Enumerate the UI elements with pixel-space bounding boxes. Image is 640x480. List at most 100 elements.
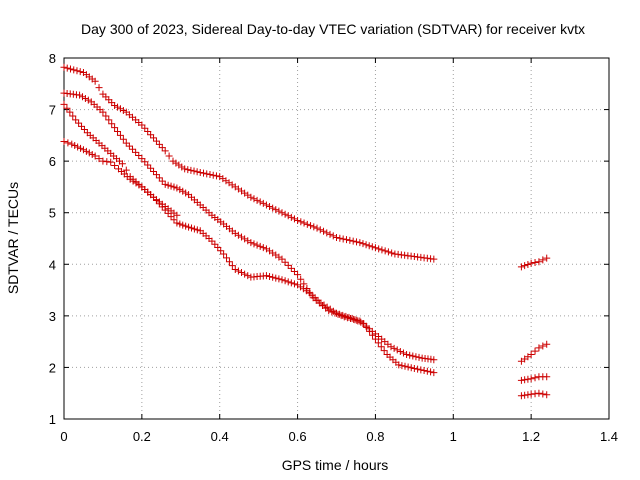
data-point — [531, 347, 539, 355]
x-tick-label: 0 — [60, 429, 67, 444]
data-point — [111, 124, 119, 132]
data-point — [535, 258, 543, 266]
data-point — [64, 139, 72, 147]
data-point — [244, 237, 252, 245]
data-point — [164, 181, 172, 189]
data-point — [111, 101, 119, 109]
data-point — [114, 127, 122, 135]
data-point — [543, 373, 551, 381]
data-point — [359, 240, 367, 248]
data-point — [313, 224, 321, 232]
data-point — [365, 242, 373, 250]
x-axis-label: GPS time / hours — [282, 457, 389, 473]
data-point — [531, 390, 539, 398]
data-point — [76, 68, 84, 76]
data-point — [430, 369, 438, 377]
data-point — [374, 339, 382, 347]
data-point — [360, 320, 368, 328]
data-point — [354, 317, 362, 325]
data-point — [527, 375, 535, 383]
data-point — [147, 164, 155, 172]
data-point — [275, 275, 283, 283]
data-point — [185, 223, 193, 231]
data-point — [78, 93, 86, 101]
data-point — [176, 186, 184, 194]
data-point — [147, 131, 155, 139]
y-tick-label: 6 — [49, 154, 56, 169]
data-point — [116, 131, 124, 139]
data-point — [329, 232, 337, 240]
data-point — [539, 256, 547, 264]
y-tick-label: 2 — [49, 360, 56, 375]
data-point — [102, 93, 110, 101]
data-point — [181, 165, 189, 173]
y-tick-label: 1 — [49, 412, 56, 427]
data-point — [266, 203, 274, 211]
data-point — [340, 313, 348, 321]
data-point — [307, 222, 315, 230]
data-point — [420, 367, 428, 375]
data-point — [141, 124, 149, 132]
data-point — [66, 65, 74, 73]
data-point — [521, 262, 529, 270]
data-point — [173, 219, 181, 227]
series-2 — [60, 89, 551, 365]
y-tick-label: 8 — [49, 51, 56, 66]
data-point — [266, 272, 274, 280]
data-point — [114, 103, 122, 111]
data-point — [190, 167, 198, 175]
data-point — [287, 213, 295, 221]
data-point — [351, 316, 359, 324]
data-point — [247, 193, 255, 201]
data-point — [247, 239, 255, 247]
data-point — [238, 269, 246, 277]
data-point — [256, 198, 264, 206]
data-point — [132, 148, 140, 156]
data-point — [371, 335, 379, 343]
data-point — [63, 64, 71, 72]
data-point — [196, 168, 204, 176]
data-point — [262, 201, 270, 209]
data-point — [99, 108, 107, 116]
data-point — [524, 391, 532, 399]
data-point — [182, 189, 190, 197]
data-point — [214, 244, 222, 252]
series-1 — [60, 63, 551, 271]
data-point — [281, 277, 289, 285]
data-point — [73, 67, 81, 75]
data-point — [349, 237, 357, 245]
data-point — [250, 240, 258, 248]
data-point — [362, 241, 370, 249]
data-point — [259, 244, 267, 252]
data-point — [141, 158, 149, 166]
data-point — [342, 312, 350, 320]
data-point — [407, 364, 415, 372]
chart-title: Day 300 of 2023, Sidereal Day-to-day VTE… — [81, 21, 585, 37]
data-point — [539, 342, 547, 350]
data-point — [217, 247, 225, 255]
series-5 — [517, 389, 551, 400]
y-axis-label: SDTVAR / TECUs — [5, 182, 21, 294]
data-point — [253, 241, 261, 249]
data-point — [380, 347, 388, 355]
data-point — [138, 121, 146, 129]
data-point — [80, 126, 88, 134]
data-point — [187, 166, 195, 174]
data-point — [225, 258, 233, 266]
data-point — [184, 166, 192, 174]
data-point — [371, 244, 379, 252]
data-point — [521, 376, 529, 384]
data-point — [155, 174, 163, 182]
data-point — [404, 363, 412, 371]
data-point — [325, 307, 333, 315]
data-point — [377, 343, 385, 351]
data-point — [401, 362, 409, 370]
data-point — [241, 270, 249, 278]
data-point — [387, 343, 395, 351]
data-point — [316, 226, 324, 234]
data-point — [193, 226, 201, 234]
data-point — [535, 344, 543, 352]
data-point — [119, 135, 127, 143]
data-point — [336, 310, 344, 318]
data-point — [182, 222, 190, 230]
